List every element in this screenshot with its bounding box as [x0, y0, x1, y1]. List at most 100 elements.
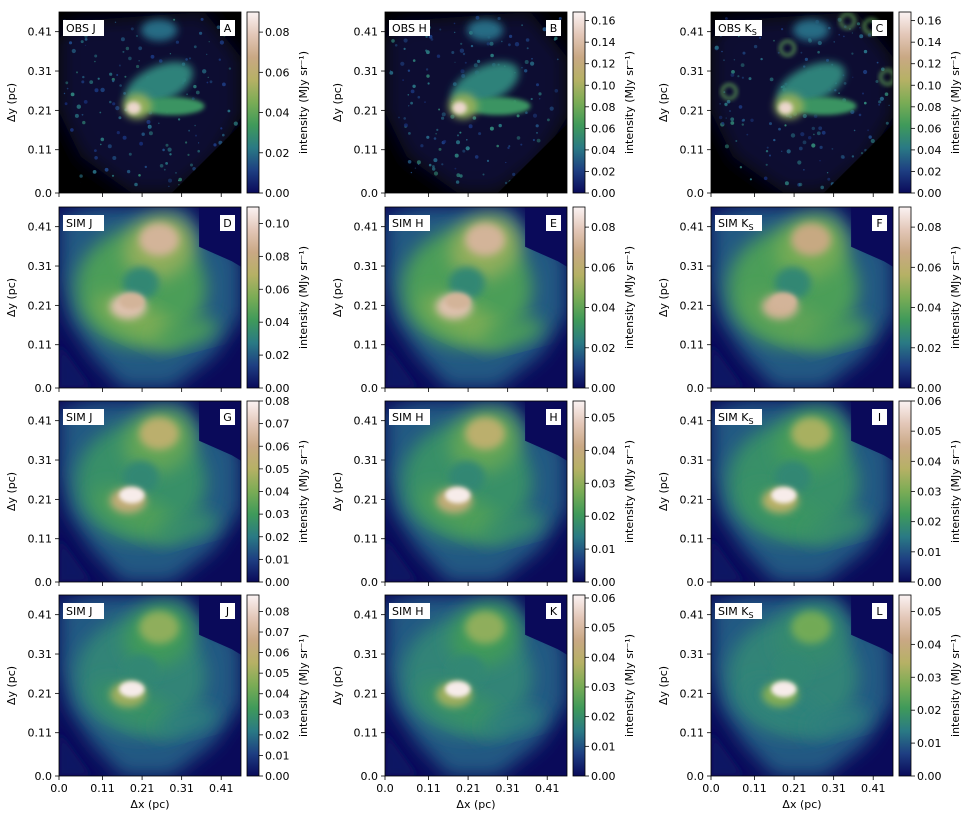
colorbar-tick-label: 0.02: [265, 349, 290, 362]
colorbar-tick-label: 0.10: [591, 79, 616, 92]
colorbar-tick-label: 0.10: [917, 79, 942, 92]
y-tick-label: 0.31: [28, 260, 53, 273]
panel-title-text: SIM K: [718, 217, 749, 230]
colorbar-tick-label: 0.04: [591, 651, 616, 664]
y-tick-label: 0.0: [687, 576, 705, 589]
svg-text:SIM H: SIM H: [392, 411, 424, 424]
x-tick-label: 0.31: [821, 782, 846, 795]
y-tick-label: 0.31: [354, 260, 379, 273]
y-tick-label: 0.21: [680, 493, 705, 506]
svg-text:SIM J: SIM J: [66, 605, 92, 618]
colorbar-tick-label: 0.02: [917, 165, 942, 178]
y-tick-label: 0.11: [28, 144, 53, 157]
y-tick-label: 0.11: [28, 727, 53, 740]
y-tick-label: 0.31: [680, 260, 705, 273]
colorbar-tick-label: 0.04: [917, 638, 942, 651]
y-tick-label: 0.31: [680, 65, 705, 78]
colorbar-tick-label: 0.06: [265, 440, 290, 453]
panel-letter-text: J: [225, 605, 229, 618]
y-tick-label: 0.0: [35, 187, 53, 200]
y-tick-label: 0.21: [354, 493, 379, 506]
colorbar-label: intensity (MJy sr⁻¹): [623, 246, 636, 349]
panel-title: OBS KS: [715, 20, 762, 37]
panel-letter-text: K: [550, 605, 558, 618]
colorbar-b: 0.00 0.02 0.04 0.06 0.08 0.10 0.12 0.14 0.16 inte…: [572, 11, 636, 200]
panel-letter: J: [220, 603, 235, 619]
colorbar-j: 0.00 0.01 0.02 0.03 0.04 0.05 0.06 0.07 0.08 inte…: [246, 594, 310, 783]
axes-frame: [710, 206, 894, 389]
colorbar-tick-label: 0.12: [591, 58, 616, 71]
colorbar-tick-label: 0.04: [265, 688, 290, 701]
panel-letter-text: B: [550, 22, 558, 35]
x-tick-label: 0.21: [782, 782, 807, 795]
y-axis-label: Δy (pc): [331, 666, 344, 705]
colorbar-tick-label: 0.03: [265, 508, 290, 521]
colorbar-tick-label: 0.06: [917, 122, 942, 135]
y-tick-label: 0.21: [28, 687, 53, 700]
x-tick-label: 0.31: [495, 782, 520, 795]
colorbar-tick-label: 0.00: [591, 382, 616, 395]
colorbar-tick-label: 0.00: [265, 576, 290, 589]
x-tick-label: 0.21: [456, 782, 481, 795]
intensity-map-c: [711, 12, 893, 193]
x-tick-label: 0.41: [209, 782, 234, 795]
colorbar-tick-label: 0.00: [917, 576, 942, 589]
colorbar-tick-label: 0.02: [265, 531, 290, 544]
colorbar-tick-label: 0.06: [591, 261, 616, 274]
colorbar-tick-label: 0.02: [591, 711, 616, 724]
colorbar-tick-label: 0.01: [917, 737, 942, 750]
x-axis-label: Δx (pc): [782, 798, 821, 811]
colorbar-tick-label: 0.08: [917, 221, 942, 234]
colorbar-tick-label: 0.04: [591, 144, 616, 157]
y-axis-label: Δy (pc): [657, 472, 670, 511]
intensity-map-d: [59, 207, 241, 388]
panel-title: OBS J: [63, 20, 104, 36]
panel-e: SIM H E 0.0 0.11 0.21 0.31 0.41 Δy (pc) 0.00 0.02…: [331, 206, 636, 395]
x-tick-label: 0.41: [861, 782, 886, 795]
x-tick-label: 0.31: [169, 782, 194, 795]
panel-title-text: SIM J: [66, 605, 92, 618]
colorbar-tick-label: 0.01: [591, 543, 616, 556]
colorbar-tick-label: 0.04: [591, 444, 616, 457]
panel-title-text: SIM J: [66, 411, 92, 424]
colorbar-tick-label: 0.02: [265, 729, 290, 742]
colorbar-tick-label: 0.06: [265, 647, 290, 660]
panel-title-text: SIM H: [392, 411, 424, 424]
y-tick-label: 0.11: [680, 533, 705, 546]
colorbar-tick-label: 0.06: [265, 66, 290, 79]
colorbar-tick-label: 0.02: [917, 704, 942, 717]
y-tick-label: 0.0: [361, 382, 379, 395]
y-axis-label: Δy (pc): [331, 278, 344, 317]
axes-frame: [710, 594, 894, 777]
colorbar-e: 0.00 0.02 0.04 0.06 0.08 intensity (MJy sr⁻¹): [572, 206, 636, 395]
colorbar-label: intensity (MJy sr⁻¹): [297, 51, 310, 154]
y-tick-label: 0.11: [354, 339, 379, 352]
panel-letter-text: A: [224, 22, 232, 35]
y-tick-label: 0.11: [680, 144, 705, 157]
x-tick-label: 0.0: [376, 782, 394, 795]
colorbar-tick-label: 0.02: [917, 342, 942, 355]
intensity-map-j: [59, 595, 241, 776]
colorbar-tick-label: 0.04: [265, 486, 290, 499]
y-tick-label: 0.41: [28, 221, 53, 234]
svg-text:OBS KS: OBS KS: [718, 22, 757, 37]
colorbar-label: intensity (MJy sr⁻¹): [949, 51, 962, 154]
x-axis-label: Δx (pc): [130, 798, 169, 811]
panel-g: SIM J G 0.0 0.11 0.21 0.31 0.41 Δy (pc) 0.00 0.01…: [5, 395, 310, 589]
panel-title-subscript: S: [752, 28, 757, 37]
colorbar-tick-label: 0.00: [265, 382, 290, 395]
colorbar-tick-label: 0.06: [591, 592, 616, 605]
y-tick-label: 0.41: [680, 221, 705, 234]
y-tick-label: 0.31: [354, 65, 379, 78]
panel-k: SIM H K 0.0 0.11 0.21 0.31 0.41 0.0 0.11 0.21 0.31…: [331, 592, 636, 811]
y-tick-label: 0.31: [28, 648, 53, 661]
colorbar-tick-label: 0.00: [917, 770, 942, 783]
colorbar-k: 0.00 0.01 0.02 0.03 0.04 0.05 0.06 intensity (M…: [572, 592, 636, 783]
y-tick-label: 0.0: [35, 770, 53, 783]
y-axis-label: Δy (pc): [5, 472, 18, 511]
y-tick-label: 0.41: [354, 609, 379, 622]
panel-letter: I: [872, 409, 887, 425]
panel-title-text: SIM H: [392, 217, 424, 230]
panel-letter: K: [546, 603, 561, 619]
